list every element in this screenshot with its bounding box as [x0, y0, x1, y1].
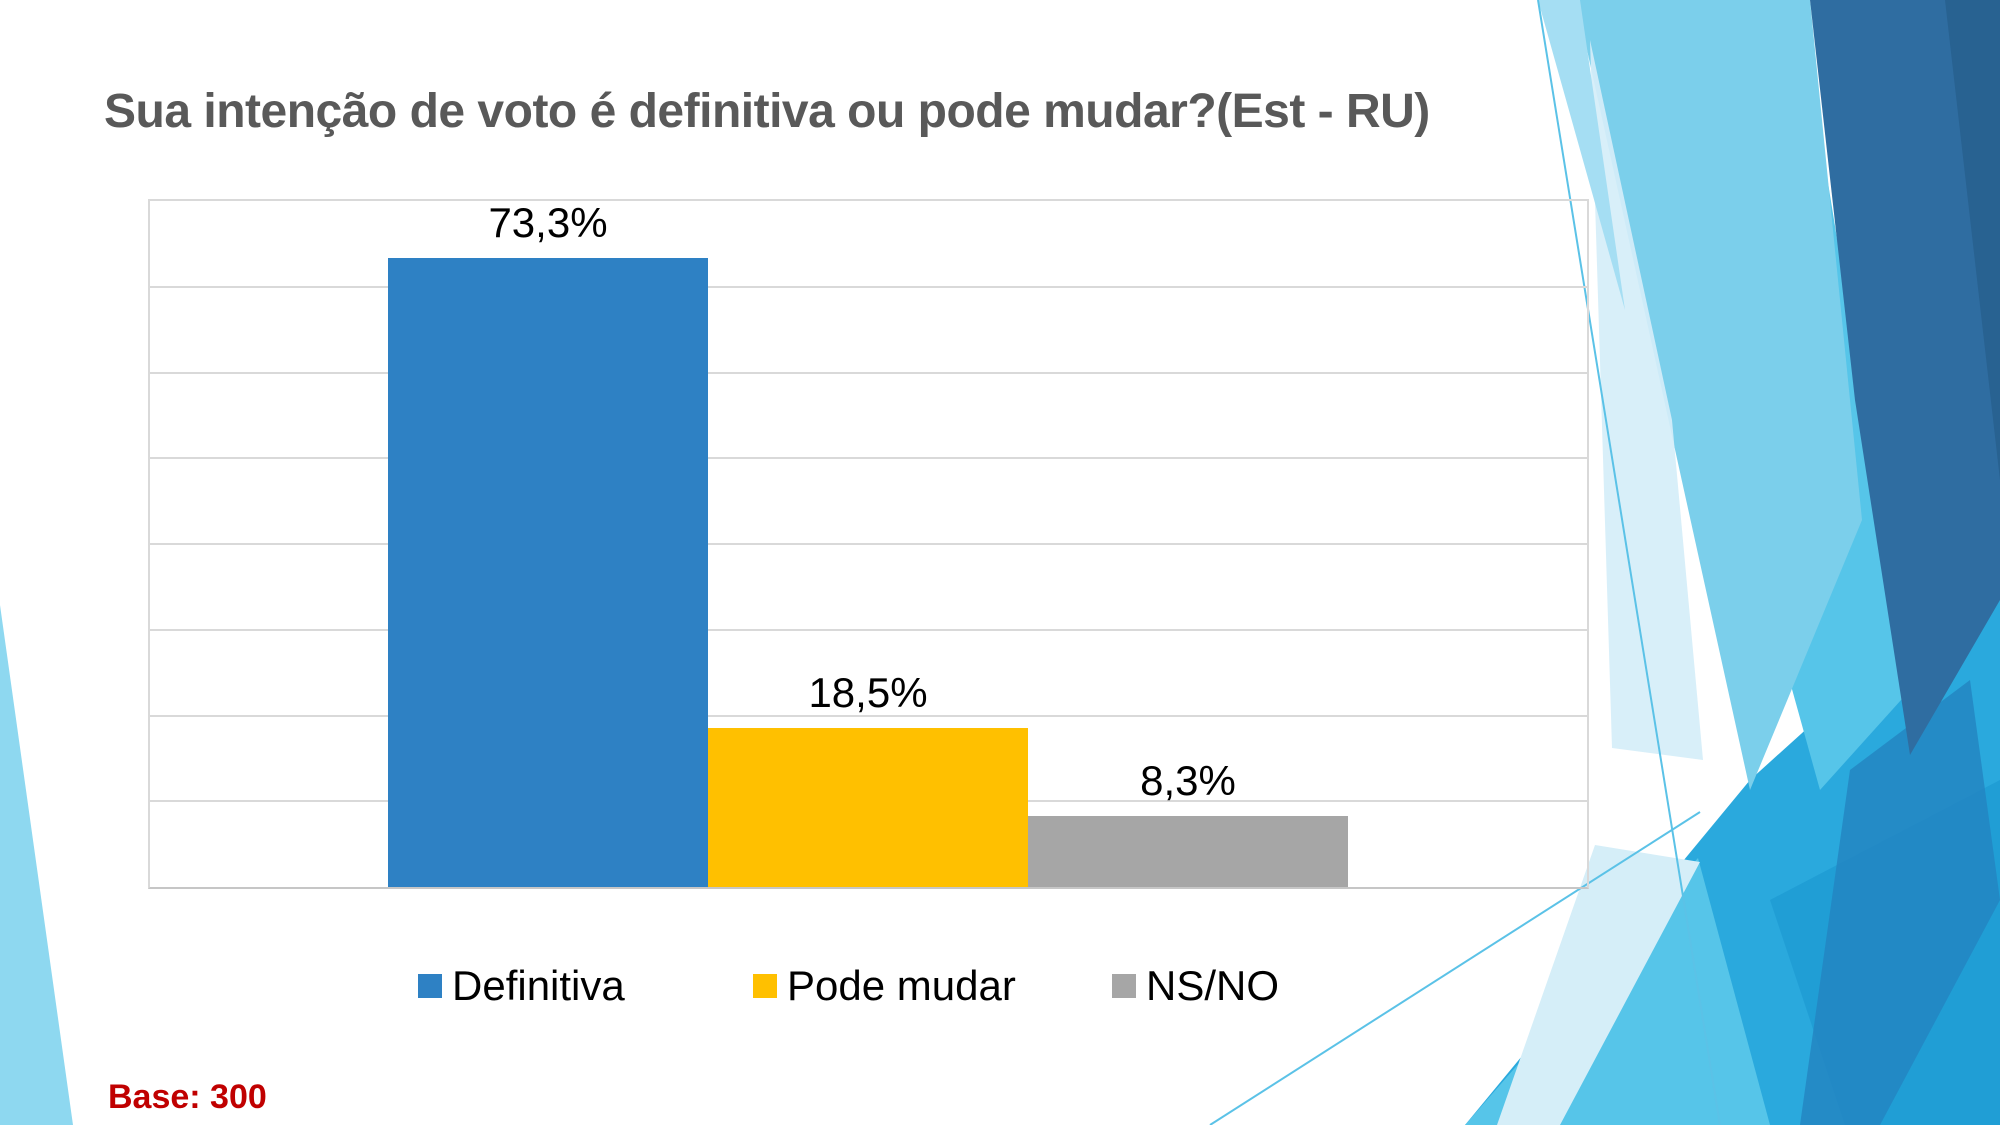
data-label-ns-no: 8,3% [1140, 756, 1236, 804]
bar-ns-no [1028, 815, 1348, 887]
slide-title: Sua intenção de voto é definitiva ou pod… [104, 85, 1430, 138]
gridline [150, 714, 1587, 717]
bar-definitiva [388, 258, 708, 887]
decor-triangle [1590, 40, 1703, 760]
gridline [150, 457, 1587, 460]
legend-item-pode-mudar: Pode mudar [753, 962, 1016, 1010]
legend-item-ns-no: NS/NO [1112, 962, 1279, 1010]
decor-triangle [1810, 0, 2000, 755]
chart-plot-area: 73,3% 18,5% 8,3% [148, 199, 1589, 889]
decor-triangle [1576, 0, 1862, 790]
gridline [150, 543, 1587, 545]
legend-swatch-icon [418, 974, 442, 998]
gridline [150, 628, 1587, 631]
data-label-definitiva: 73,3% [488, 199, 608, 247]
legend-item-definitiva: Definitiva [418, 962, 625, 1010]
legend-label: Pode mudar [787, 962, 1016, 1009]
decor-triangle-bottom-left [0, 605, 73, 1125]
decor-triangle [1745, 90, 1910, 790]
decor-triangle [1800, 680, 2000, 1125]
legend-swatch-icon [753, 974, 777, 998]
bar-pode-mudar [708, 728, 1028, 887]
chart-legend: Definitiva Pode mudar NS/NO [0, 962, 2000, 1010]
legend-label: Definitiva [452, 962, 625, 1009]
legend-swatch-icon [1112, 974, 1136, 998]
data-label-pode-mudar: 18,5% [808, 669, 928, 717]
gridline [150, 371, 1587, 374]
decor-triangle [1945, 0, 2000, 480]
base-note: Base: 300 [108, 1078, 267, 1116]
legend-label: NS/NO [1146, 962, 1280, 1009]
decor-triangle [1770, 780, 2000, 1125]
gridline [150, 285, 1587, 288]
